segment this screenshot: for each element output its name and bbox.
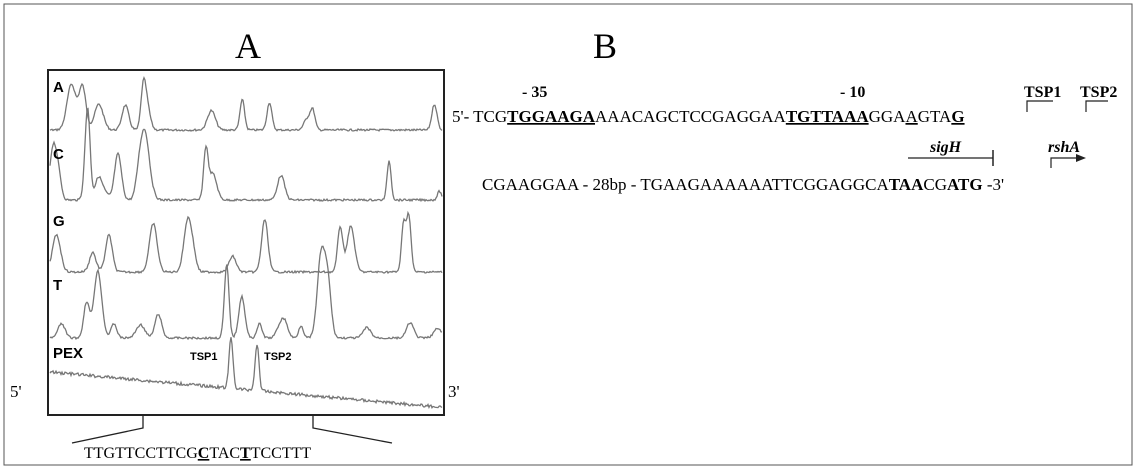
end-label: 5' (10, 382, 22, 401)
traces (50, 78, 442, 408)
sequence-line: CGAAGGAA - 28bp - TGAAGAAAAAATTCGGAGGCAT… (482, 175, 1004, 194)
panel-label: B (593, 26, 617, 66)
seq-part: GTA (918, 107, 952, 126)
arrow-head (1076, 154, 1086, 162)
tsp-label: TSP1 (1024, 84, 1061, 101)
peak-label: TSP1 (190, 351, 218, 363)
frame (4, 4, 1132, 465)
seq-part: CG (923, 175, 947, 194)
gene-label: sigH (929, 139, 962, 156)
seq-part: AAACAGCTCCGAGGAA (595, 107, 787, 126)
trace (50, 78, 442, 131)
lane-label: PEX (53, 345, 83, 362)
trace (50, 246, 442, 339)
seq-part: C (198, 445, 210, 462)
seq-part: CGAAGGAA - 28bp - TGAAGAAAAAATTCGGAGGCA (482, 175, 889, 194)
trace (50, 337, 442, 408)
seq-part: TCCTTT (251, 445, 312, 462)
seq-part: TAC (209, 445, 240, 462)
figure: A A C G T PEX TSP1 TSP2 5' 3' TTGTTCCTTC… (0, 0, 1136, 469)
tsp-label: TSP2 (1080, 84, 1117, 101)
panel-label: A (235, 26, 261, 66)
peak-label: TSP2 (264, 351, 292, 363)
lane-label: T (53, 277, 62, 294)
seq-part: TTGTTCCTTCG (84, 445, 198, 462)
seq-part: TAA (889, 175, 924, 194)
seq-part: -3' (983, 175, 1004, 194)
sequence: TTGTTCCTTCGCTACTTCCTTT (84, 445, 311, 462)
seq-part: GGA (869, 107, 907, 126)
box-label: - 10 (840, 84, 865, 101)
trace (50, 213, 442, 273)
seq-part: G (951, 107, 964, 126)
gene-arrow (1051, 158, 1076, 168)
seq-part: TGTTAAA (786, 107, 870, 126)
seq-part: T (240, 445, 251, 462)
sequence-line: 5'- TCGTGGAAGAAAACAGCTCCGAGGAATGTTAAAGGA… (452, 107, 965, 126)
tsp-bracket (1086, 101, 1108, 112)
gene-label: rshA (1048, 139, 1080, 156)
end-label: 3' (448, 382, 460, 401)
zoom-line (72, 415, 143, 443)
seq-part: 5'- TCG (452, 107, 507, 126)
lane-label: A (53, 79, 64, 96)
zoom-line (313, 415, 392, 443)
lane-label: C (53, 146, 64, 163)
seq-part: ATG (947, 175, 983, 194)
seq-part: A (905, 107, 918, 126)
box-label: - 35 (522, 84, 547, 101)
lane-label: G (53, 213, 65, 230)
seq-part: TGGAAGA (507, 107, 596, 126)
tsp-bracket (1027, 101, 1053, 112)
